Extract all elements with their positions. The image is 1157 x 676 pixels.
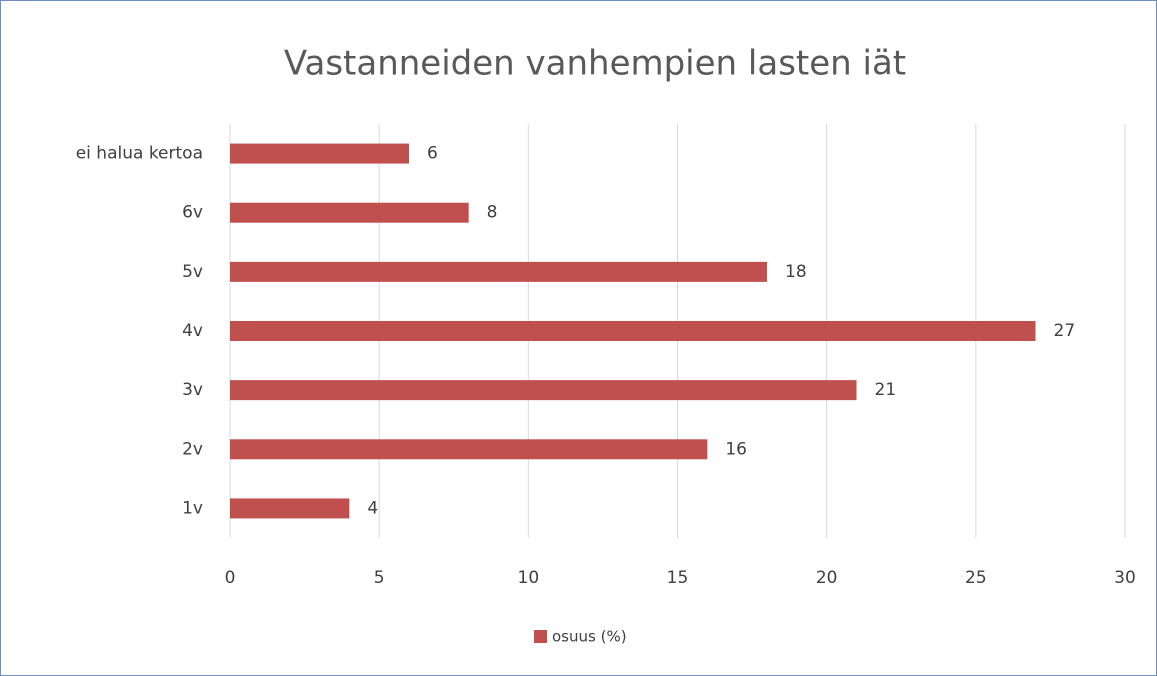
y-tick-label: ei halua kertoa xyxy=(76,144,203,164)
y-tick-label: 2v xyxy=(182,439,203,459)
x-tick-label: 30 xyxy=(1114,568,1136,588)
bar xyxy=(230,439,708,460)
x-tick-label: 20 xyxy=(816,568,838,588)
data-label: 4 xyxy=(367,498,378,518)
x-tick-label: 10 xyxy=(518,568,540,588)
x-tick-label: 0 xyxy=(225,568,236,588)
data-label: 16 xyxy=(725,439,747,459)
y-tick-label: 3v xyxy=(182,380,203,400)
y-tick-label: 1v xyxy=(182,498,203,518)
chart-title: Vastanneiden vanhempien lasten iät xyxy=(284,44,906,84)
data-label: 8 xyxy=(487,203,498,223)
y-tick-label: 6v xyxy=(182,203,203,223)
data-label: 18 xyxy=(785,262,807,282)
bar xyxy=(230,261,767,282)
data-label: 6 xyxy=(427,144,438,164)
x-tick-label: 15 xyxy=(667,568,689,588)
legend-swatch xyxy=(534,630,547,643)
x-tick-label: 5 xyxy=(374,568,385,588)
legend-label: osuus (%) xyxy=(552,628,627,646)
bar xyxy=(230,380,857,401)
y-tick-label: 5v xyxy=(182,262,203,282)
y-tick-label: 4v xyxy=(182,321,203,341)
data-label: 27 xyxy=(1054,321,1076,341)
x-tick-label: 25 xyxy=(965,568,987,588)
bar xyxy=(230,202,469,223)
bar xyxy=(230,321,1036,341)
bar xyxy=(230,498,350,519)
bar xyxy=(230,143,409,164)
data-label: 21 xyxy=(875,380,897,400)
